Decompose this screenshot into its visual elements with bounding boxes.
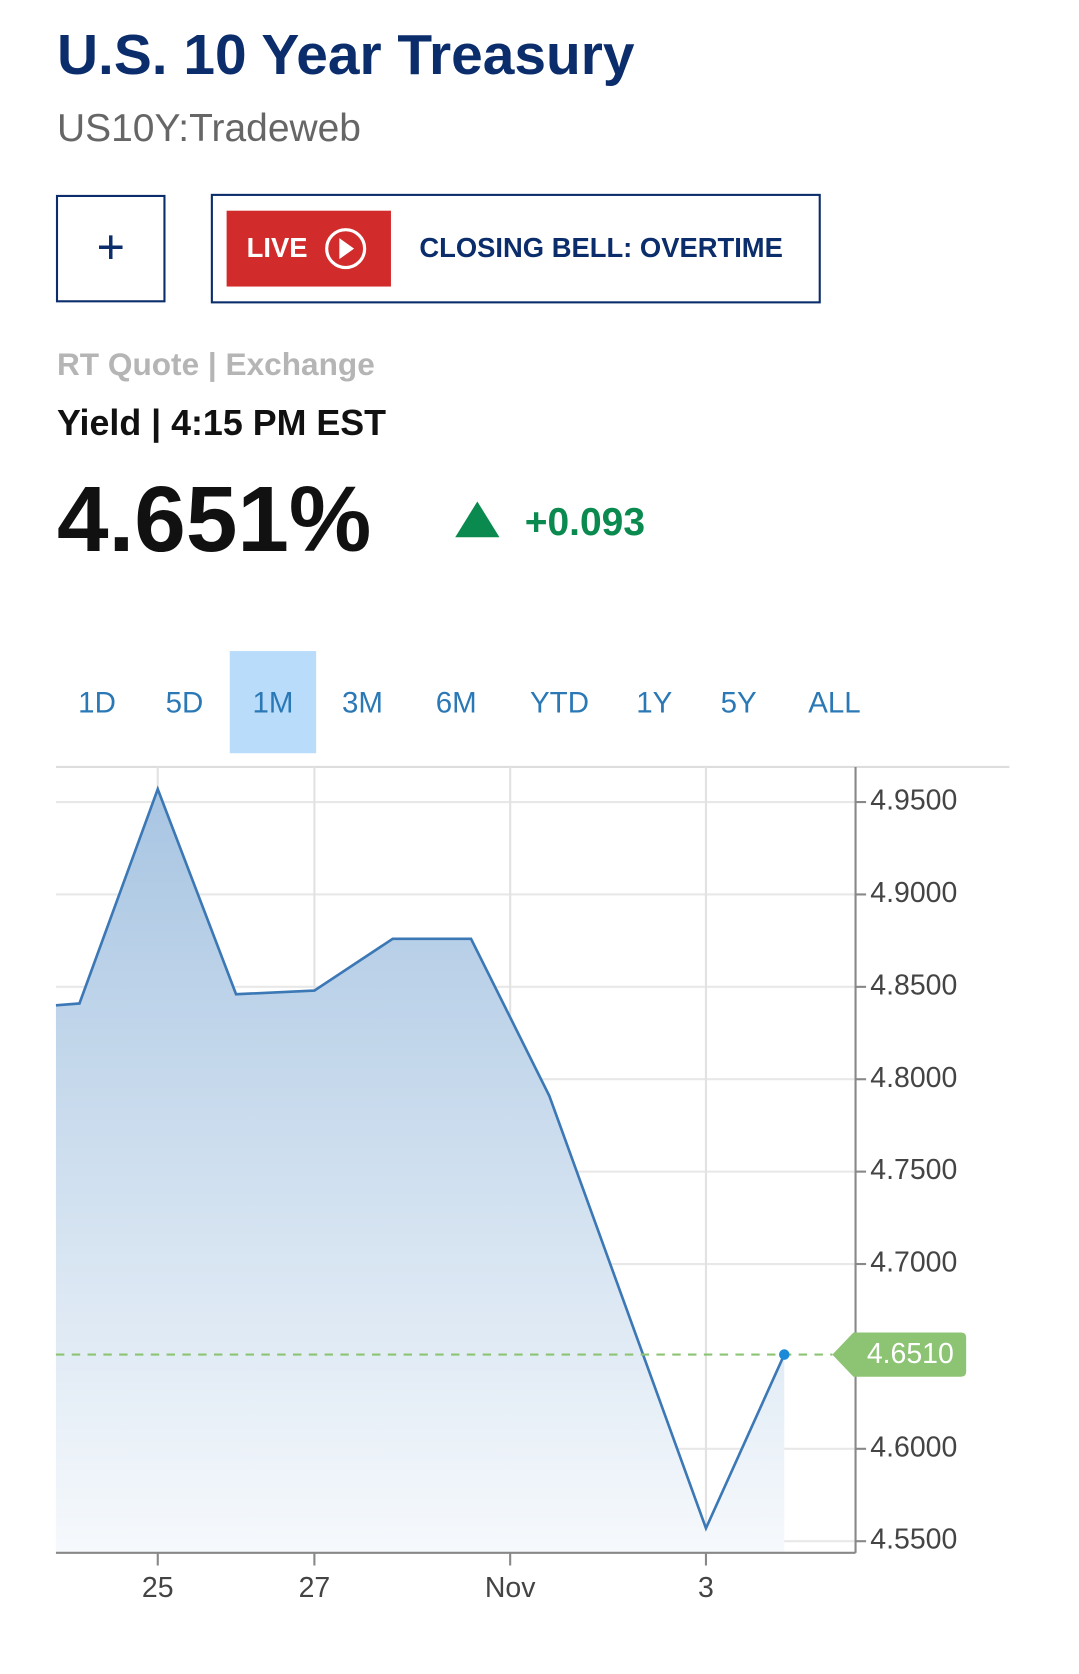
title: U.S. 10 Year Treasury <box>57 24 635 87</box>
change: +0.093 <box>525 501 645 544</box>
quote-source: RT Quote | Exchange <box>57 346 375 382</box>
range-tab[interactable]: 1M <box>252 687 293 720</box>
x-tick-label: 3 <box>698 1572 714 1604</box>
y-tick-label: 4.8000 <box>870 1062 957 1094</box>
x-tick-label: Nov <box>485 1572 536 1604</box>
y-tick-label: 4.7500 <box>870 1154 957 1186</box>
add-icon: + <box>97 221 125 275</box>
range-tab[interactable]: 5Y <box>721 687 757 720</box>
add-button[interactable] <box>55 194 166 303</box>
range-tab[interactable]: 1D <box>78 687 116 720</box>
range-tab[interactable]: 3M <box>342 687 383 720</box>
range-tab[interactable]: YTD <box>530 687 589 720</box>
area-fill <box>55 789 785 1553</box>
x-tick-label: 27 <box>299 1572 331 1604</box>
range-tab[interactable]: ALL <box>808 687 860 720</box>
play-icon <box>339 238 355 260</box>
quote-time: Yield | 4:15 PM EST <box>57 403 386 443</box>
range-tab[interactable]: 6M <box>436 687 477 720</box>
up-arrow <box>455 501 500 538</box>
y-tick-label: 4.6000 <box>870 1431 957 1463</box>
program-label: CLOSING BELL: OVERTIME <box>419 232 782 263</box>
x-tick-label: 25 <box>142 1572 174 1604</box>
y-tick-label: 4.8500 <box>870 969 957 1001</box>
y-tick-label: 4.5500 <box>870 1524 957 1556</box>
active-tab-bg <box>229 651 317 754</box>
line <box>55 785 786 1532</box>
live-label: LIVE <box>247 232 308 263</box>
y-tick-label: 4.7000 <box>870 1247 957 1279</box>
range-tab[interactable]: 5D <box>166 687 204 720</box>
y-tick-label: 4.9000 <box>870 877 957 909</box>
y-tick-label: 4.9500 <box>870 785 957 817</box>
last-point <box>779 1349 790 1360</box>
range-tab[interactable]: 1Y <box>636 687 672 720</box>
price: 4.651% <box>57 467 371 571</box>
play-icon <box>325 228 367 270</box>
last-value-tag <box>832 1332 967 1377</box>
last-value-label: 4.6510 <box>867 1338 954 1370</box>
symbol: US10Y:Tradeweb <box>57 107 361 150</box>
